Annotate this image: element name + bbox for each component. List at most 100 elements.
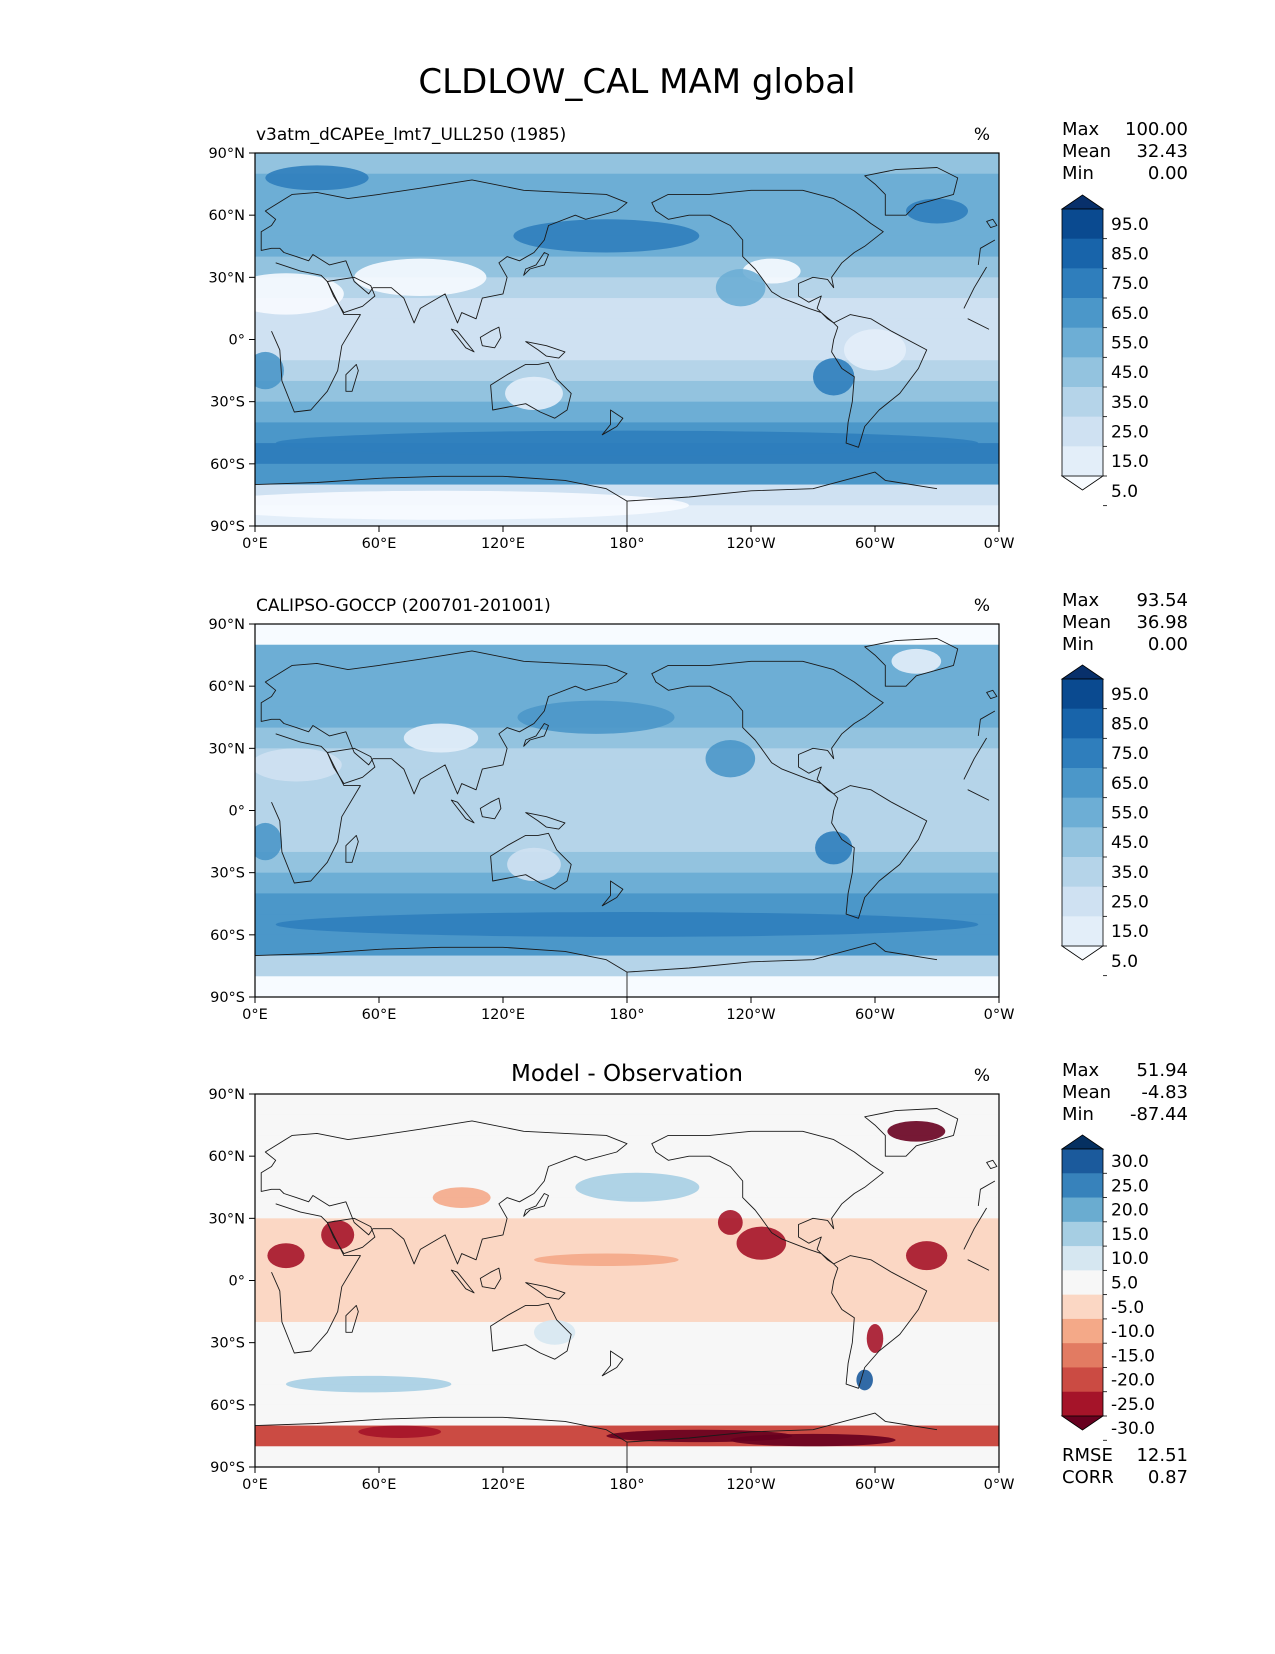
colorbar-segment <box>1062 1270 1103 1296</box>
stats-difference: Max 51.94 Mean -4.83 Min -87.44 RMSE 12.… <box>1062 1060 1188 1488</box>
stat-max-value: 93.54 <box>1136 590 1188 611</box>
lat-band <box>255 1301 999 1323</box>
lat-band <box>255 624 999 646</box>
coastline-borneo <box>479 326 502 349</box>
colorbar-segment <box>1062 446 1103 477</box>
colorbar-segment <box>1062 1367 1103 1393</box>
field-feature <box>844 329 906 371</box>
colorbar-extend-min <box>1060 945 1105 961</box>
coastline-greenland <box>864 638 959 687</box>
colorbar-tick-label: -10.0 <box>1111 1322 1155 1342</box>
field-feature <box>906 198 968 224</box>
colorbar-tick-label: 15.0 <box>1111 452 1149 472</box>
colorbar-segment <box>1062 1149 1103 1174</box>
units-label: % <box>974 125 990 145</box>
lat-band <box>255 893 999 915</box>
lat-tick-label: 0° <box>229 804 245 820</box>
lat-tick-label: 60°S <box>210 1398 245 1414</box>
colorbar-segment <box>1062 768 1103 799</box>
lat-tick-label: 90°N <box>208 1087 245 1103</box>
lat-tick-label: 30°S <box>210 866 245 882</box>
coastline-southamerica <box>831 314 928 448</box>
colorbar-tick-label: 45.0 <box>1111 363 1149 383</box>
coastline-uk <box>986 218 998 229</box>
colorbar-tick-label: 75.0 <box>1111 744 1149 764</box>
colorbar-segment <box>1062 1173 1103 1198</box>
colorbar-extend-max <box>1060 664 1105 680</box>
lat-band <box>255 934 999 957</box>
coastline-australia <box>490 832 572 890</box>
colorbar-tick-label: 25.0 <box>1111 423 1149 443</box>
colorbar-outline <box>1061 1148 1104 1417</box>
colorbar-tick-label: 5.0 <box>1111 482 1138 502</box>
lat-band <box>255 463 999 486</box>
lat-band <box>255 748 999 770</box>
colorbar-tick-label: 75.0 <box>1111 274 1149 294</box>
colorbar-segment <box>1062 916 1103 947</box>
lat-band <box>255 194 999 216</box>
coastline-antarctica <box>255 471 938 526</box>
stat-rmse-label: RMSE <box>1062 1445 1113 1466</box>
coastline-northamerica <box>651 189 884 324</box>
coastline-madagascar <box>345 363 359 392</box>
colorbar-tick-label: 5.0 <box>1111 1274 1138 1294</box>
coastline-eurasia <box>260 179 996 324</box>
stat-min-value: 0.00 <box>1148 634 1188 655</box>
colorbar-extend-max <box>1060 1134 1105 1150</box>
stat-max-value: 100.00 <box>1125 119 1188 140</box>
panel-title-model: v3atm_dCAPEe_lmt7_ULL250 (1985) <box>256 125 566 145</box>
field-feature <box>534 1253 679 1266</box>
lon-tick-label: 60°E <box>362 1477 397 1493</box>
colorbar-segment <box>1062 797 1103 828</box>
field-feature <box>575 1172 700 1202</box>
lat-band <box>255 1342 999 1364</box>
colorbar-segment <box>1062 1343 1103 1368</box>
lat-band <box>255 1404 999 1427</box>
stats-observation: Max 93.54 Mean 36.98 Min 0.00 <box>1062 590 1188 655</box>
field-feature <box>705 740 756 778</box>
coastline-greenland <box>864 167 959 216</box>
field-feature <box>815 831 853 865</box>
colorbar-tick-label: 55.0 <box>1111 804 1149 824</box>
coastline-japan <box>523 1193 549 1217</box>
lat-band <box>255 173 999 196</box>
lat-band <box>255 686 999 708</box>
coastline-northamerica <box>651 660 884 795</box>
stat-max-value: 51.94 <box>1136 1060 1188 1081</box>
coastline-arabia <box>326 747 376 785</box>
lon-tick-label: 60°W <box>855 1007 895 1023</box>
lat-tick-label: 90°S <box>210 1460 245 1476</box>
lat-band <box>255 401 999 423</box>
lon-tick-label: 0°E <box>242 1007 268 1023</box>
colorbar-segment <box>1062 857 1103 888</box>
field-feature <box>517 700 675 734</box>
lat-tick-label: 90°N <box>208 617 245 633</box>
lat-band <box>255 789 999 812</box>
coastline-arabia <box>326 1217 376 1255</box>
map-field-model <box>255 153 999 526</box>
field-feature <box>255 273 344 315</box>
coastline-newguinea <box>525 812 566 830</box>
stat-corr-label: CORR <box>1062 1467 1114 1488</box>
stat-mean-label: Mean <box>1062 141 1111 162</box>
field-feature <box>286 1375 452 1393</box>
lat-band <box>255 1363 999 1385</box>
field-feature <box>403 723 479 753</box>
lat-band <box>255 1259 999 1282</box>
colorbar-tick-label: 95.0 <box>1111 685 1149 705</box>
colorbar-difference: 30.0 25.0 20.0 15.0 10.0 5.0 -5.0 -10.0 -15.0 -20… <box>1060 1134 1155 1441</box>
lon-tick-label: 60°W <box>855 1477 895 1493</box>
map-field-observation <box>255 624 999 997</box>
colorbar-tick-label: 45.0 <box>1111 833 1149 853</box>
lon-tick-label: 0°W <box>984 536 1015 552</box>
lat-band <box>255 1218 999 1240</box>
lon-tick-label: 60°E <box>362 536 397 552</box>
stat-min-value: 0.00 <box>1148 163 1188 184</box>
stat-mean-label: Mean <box>1062 1082 1111 1103</box>
lat-band <box>255 360 999 382</box>
lat-tick-label: 30°N <box>208 1211 245 1227</box>
coastline-madagascar <box>345 1304 359 1333</box>
field-feature <box>267 1243 305 1269</box>
colorbar-tick-label: -30.0 <box>1111 1419 1155 1439</box>
coastline-uk <box>986 1159 998 1170</box>
